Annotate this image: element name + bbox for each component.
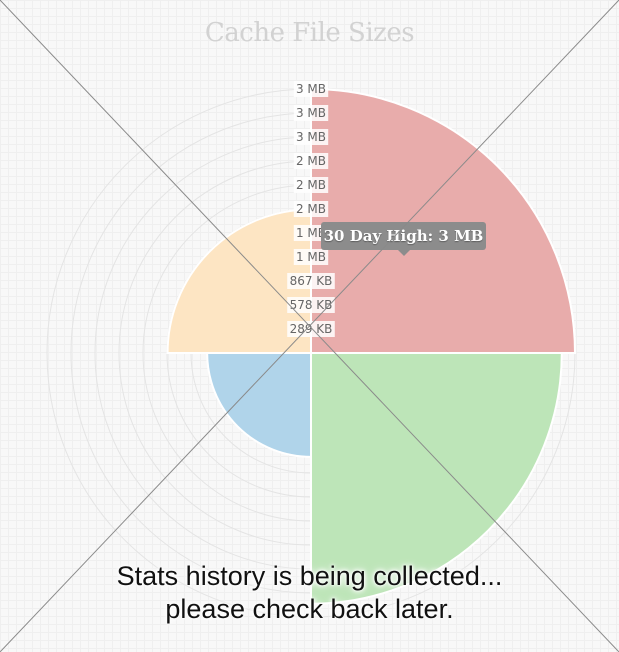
chart-title: Cache File Sizes (204, 18, 415, 48)
tick-label-backdrop (293, 129, 329, 145)
segment-4[interactable] (166, 208, 312, 354)
tick-label-backdrop (287, 297, 335, 313)
tooltip-text: 30 Day High: 3 MB (323, 227, 484, 245)
tick-label: 2 MB (296, 154, 326, 168)
segment-3[interactable] (206, 352, 312, 458)
notice-line-2: please check back later. (165, 594, 454, 624)
tick-label: 2 MB (296, 178, 326, 192)
tick-label-backdrop (287, 273, 335, 289)
tick-label: 3 MB (296, 82, 326, 96)
tick-label: 867 KB (290, 274, 333, 288)
notice-line-1: Stats history is being collected... (116, 561, 503, 591)
tick-label: 2 MB (296, 202, 326, 216)
stats-history-notice: Stats history is being collected... plea… (0, 560, 619, 626)
tick-label-backdrop (293, 225, 329, 241)
tick-label: 578 KB (290, 298, 333, 312)
tooltip-caret (398, 250, 410, 256)
segments (166, 87, 577, 605)
tick-label: 1 MB (296, 226, 326, 240)
tick-label-backdrop (293, 153, 329, 169)
tick-label: 289 KB (290, 322, 333, 336)
segment-1[interactable] (310, 87, 577, 354)
segment-2[interactable] (310, 352, 563, 605)
tick-label-backdrop (293, 249, 329, 265)
tick-label-backdrop (293, 177, 329, 193)
tick-label-backdrop (293, 201, 329, 217)
tick-label: 1 MB (296, 250, 326, 264)
tick-label-backdrop (293, 81, 329, 97)
radial-tick-labels: 289 KB 578 KB 867 KB 1 MB 1 MB 2 MB 2 MB 2 MB 3 … (287, 81, 335, 337)
tick-label: 3 MB (296, 130, 326, 144)
tick-label-backdrop (287, 321, 335, 337)
tick-label: 3 MB (296, 106, 326, 120)
tick-label-backdrop (293, 105, 329, 121)
